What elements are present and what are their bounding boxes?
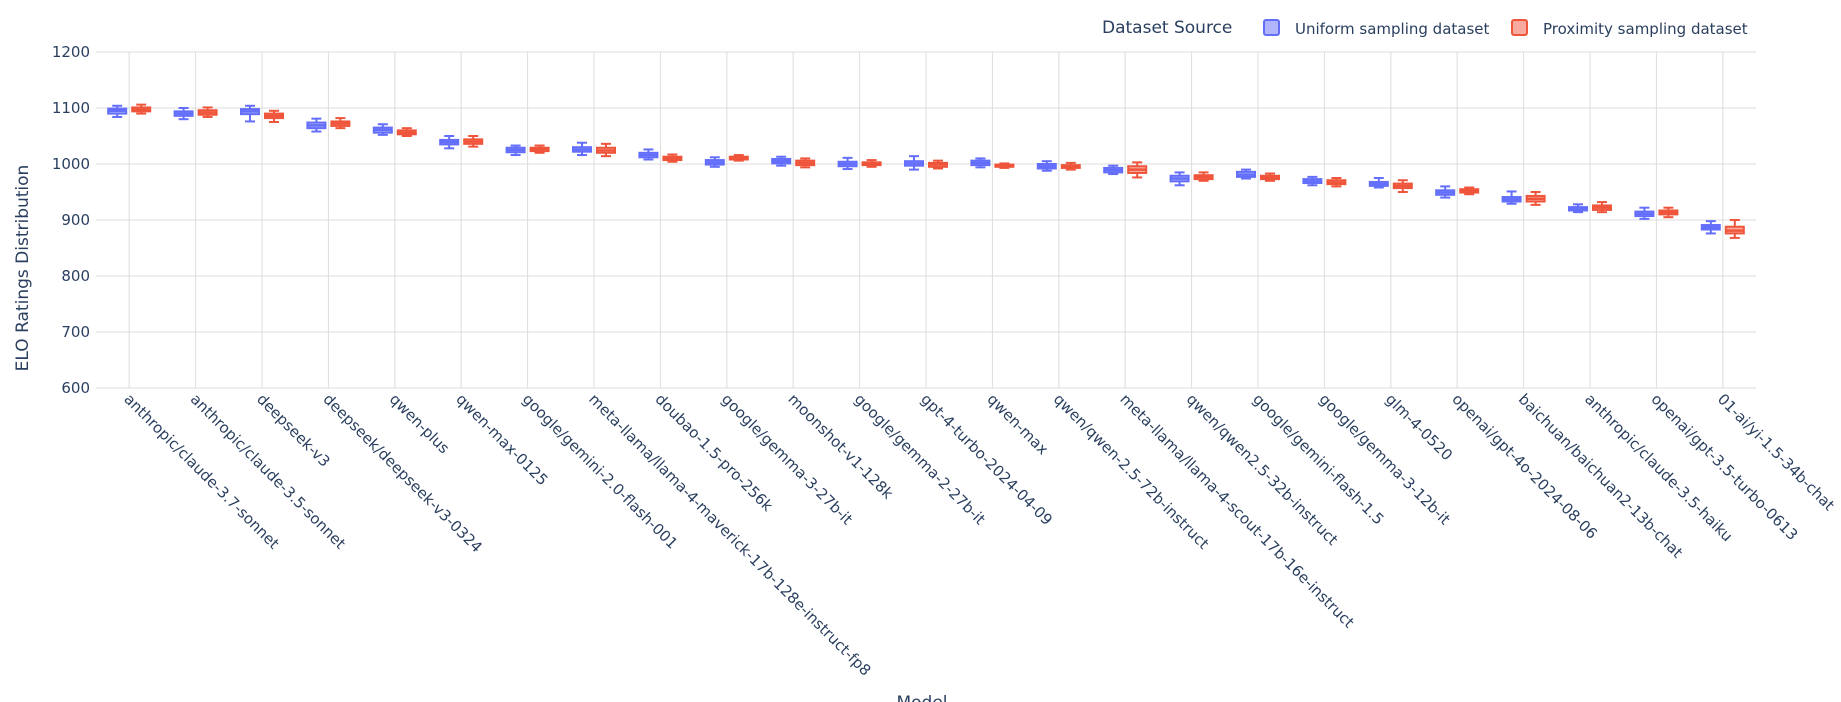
x-tick-label: glm-4-0520 bbox=[1382, 390, 1456, 464]
x-axis: anthropic/claude-3.7-sonnetanthropic/cla… bbox=[120, 390, 1838, 679]
x-tick-label: 01-ai/yi-1.5-34b-chat bbox=[1714, 390, 1838, 514]
y-tick-label: 1100 bbox=[52, 99, 90, 117]
box-proximity bbox=[1392, 179, 1413, 193]
box-uniform bbox=[306, 117, 327, 133]
box-uniform bbox=[1302, 175, 1323, 187]
box-proximity bbox=[1260, 172, 1280, 182]
box-uniform bbox=[1700, 220, 1721, 235]
box-uniform bbox=[704, 156, 725, 168]
legend: Dataset Source Uniform sampling dataset P… bbox=[1102, 18, 1748, 38]
box-uniform bbox=[1368, 177, 1389, 189]
box-proximity bbox=[197, 106, 218, 118]
box-proximity bbox=[994, 162, 1015, 169]
box-proximity bbox=[1127, 161, 1148, 179]
x-tick-label: google/gemini-flash-1.5 bbox=[1249, 390, 1387, 528]
box-proximity bbox=[131, 103, 152, 115]
box-uniform bbox=[505, 144, 526, 157]
box-uniform bbox=[1036, 160, 1057, 172]
legend-swatch[interactable] bbox=[1263, 19, 1280, 36]
y-tick-label: 700 bbox=[61, 323, 90, 341]
box-proximity bbox=[795, 157, 816, 169]
box-proximity bbox=[1060, 161, 1081, 171]
y-tick-label: 1000 bbox=[52, 155, 90, 173]
box-proximity bbox=[596, 142, 616, 158]
box-proximity bbox=[1326, 177, 1347, 188]
box-uniform bbox=[439, 135, 460, 150]
x-axis-title: Model bbox=[896, 693, 947, 702]
legend-label[interactable]: Uniform sampling dataset bbox=[1295, 20, 1489, 38]
x-tick-label: openai/gpt-4o-2024-08-06 bbox=[1448, 390, 1601, 543]
box-uniform bbox=[107, 104, 128, 118]
x-tick-label: qwen-plus bbox=[386, 390, 453, 457]
grid-layer bbox=[96, 51, 1756, 389]
x-tick-label: meta-llama/llama-4-scout-17b-16e-instruc… bbox=[1116, 390, 1357, 631]
box-uniform bbox=[1501, 190, 1522, 205]
box-proximity bbox=[861, 159, 882, 168]
box-uniform bbox=[1103, 164, 1124, 176]
y-axis: 600 700 800 900 1000 1100 1200 bbox=[52, 43, 90, 397]
box-proximity bbox=[264, 109, 284, 123]
x-tick-label: google/gemma-2-27b-it bbox=[851, 390, 989, 528]
box-uniform bbox=[372, 123, 393, 136]
box-uniform bbox=[970, 157, 991, 169]
x-tick-label: doubao-1.5-pro-256k bbox=[652, 390, 777, 515]
box-layer bbox=[107, 103, 1745, 239]
box-proximity bbox=[662, 153, 683, 163]
box-uniform bbox=[1634, 206, 1655, 220]
box-proximity bbox=[1592, 201, 1612, 214]
box-proximity bbox=[1724, 219, 1745, 239]
x-tick-label: qwen-max bbox=[984, 390, 1052, 458]
legend-swatch[interactable] bbox=[1511, 19, 1528, 36]
x-tick-label: google/gemma-3-27b-it bbox=[718, 390, 856, 528]
box-uniform bbox=[771, 155, 792, 167]
box-uniform bbox=[837, 156, 858, 171]
y-tick-label: 1200 bbox=[52, 43, 90, 61]
box-uniform bbox=[1568, 203, 1588, 214]
box-uniform bbox=[638, 148, 659, 161]
box-proximity bbox=[330, 117, 351, 130]
box-proximity bbox=[728, 154, 749, 162]
box-uniform bbox=[1169, 171, 1190, 187]
legend-title: Dataset Source bbox=[1102, 18, 1232, 38]
box-uniform bbox=[240, 104, 260, 123]
y-tick-label: 600 bbox=[61, 379, 90, 397]
box-proximity bbox=[1658, 206, 1679, 219]
box-proximity bbox=[928, 159, 948, 170]
box-proximity bbox=[396, 127, 417, 137]
box-uniform bbox=[1236, 168, 1256, 180]
box-uniform bbox=[904, 155, 924, 171]
y-tick-label: 900 bbox=[61, 211, 90, 229]
box-uniform bbox=[173, 107, 194, 121]
box-proximity bbox=[1525, 191, 1546, 206]
legend-label[interactable]: Proximity sampling dataset bbox=[1543, 20, 1748, 38]
y-axis-title: ELO Ratings Distribution bbox=[13, 165, 33, 372]
x-tick-label: gpt-4-turbo-2024-04-09 bbox=[917, 390, 1056, 529]
box-uniform bbox=[1435, 185, 1456, 199]
x-tick-label: google/gemma-3-12b-it bbox=[1316, 390, 1454, 528]
y-tick-label: 800 bbox=[61, 267, 90, 285]
box-proximity bbox=[463, 135, 484, 148]
box-proximity bbox=[529, 144, 550, 154]
box-proximity bbox=[1193, 171, 1214, 182]
box-proximity bbox=[1459, 186, 1480, 196]
box-uniform bbox=[572, 141, 592, 157]
